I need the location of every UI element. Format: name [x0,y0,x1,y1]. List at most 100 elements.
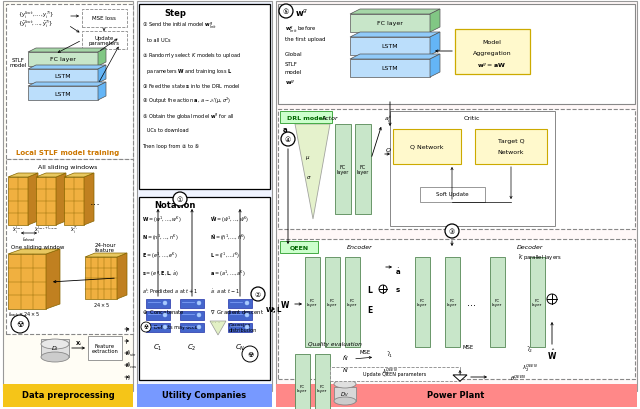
Ellipse shape [334,397,356,405]
Text: FC layer: FC layer [377,21,403,27]
Circle shape [279,5,293,19]
FancyBboxPatch shape [305,257,320,347]
FancyBboxPatch shape [28,53,98,67]
Text: $\mathbf{L}$: $\mathbf{L}$ [367,284,373,295]
Text: $l_{back}\times 24\times 5$: $l_{back}\times 24\times 5$ [8,310,40,319]
Text: $\hat{\mathbf{W}}$: $\hat{\mathbf{W}}$ [547,347,557,361]
Polygon shape [98,49,106,67]
Text: MSE: MSE [360,350,371,355]
Text: FC
layer: FC layer [297,384,307,392]
FancyBboxPatch shape [180,299,204,308]
FancyBboxPatch shape [455,30,530,75]
Text: FC
layer: FC layer [447,298,457,307]
Text: $D_V$: $D_V$ [340,390,349,398]
Polygon shape [8,249,60,254]
FancyBboxPatch shape [137,2,272,391]
Text: $\nabla$  Gradient descent: $\nabla$ Gradient descent [210,308,264,315]
Text: $\mathbf{a}$: $\mathbf{a}$ [282,126,288,134]
Circle shape [251,287,265,301]
Text: $\hat{I}$: $\hat{I}$ [125,336,129,346]
FancyBboxPatch shape [28,87,98,101]
Text: $C_1$: $C_1$ [153,342,163,352]
Polygon shape [36,173,66,178]
Text: DRL model: DRL model [287,115,325,120]
Polygon shape [117,254,127,299]
Text: $\mathbf{a}=(a^1,\ldots,a^K)$: $\mathbf{a}=(a^1,\ldots,a^K)$ [210,268,246,279]
Text: parameters $\mathbf{W}$ and training loss $\mathbf{L}$: parameters $\mathbf{W}$ and training los… [142,66,233,75]
Text: 24-hour
feature: 24-hour feature [94,242,116,253]
Text: Local STLF model training: Local STLF model training [17,150,120,155]
Text: $a_i^t$: $a_i^t$ [384,115,392,125]
Ellipse shape [41,352,69,362]
Text: FC
layer: FC layer [347,298,357,307]
FancyBboxPatch shape [475,130,547,164]
Text: Model: Model [483,40,501,45]
Text: Encoder: Encoder [347,245,373,250]
Text: FC
layer: FC layer [492,298,502,307]
Circle shape [141,322,151,332]
FancyBboxPatch shape [64,178,84,225]
Text: All sliding windows: All sliding windows [38,165,98,170]
Text: to all UCs: to all UCs [142,38,170,43]
Text: STLF
model: STLF model [10,57,27,68]
Polygon shape [46,249,60,309]
FancyBboxPatch shape [415,257,430,347]
Polygon shape [28,49,106,53]
FancyBboxPatch shape [280,241,318,254]
Text: Update
parameters: Update parameters [88,36,120,46]
Polygon shape [430,10,440,33]
Polygon shape [430,55,440,78]
FancyBboxPatch shape [41,339,69,357]
Text: $\dot{\mathbf{a}}$: $\dot{\mathbf{a}}$ [395,266,401,277]
Text: ④ Output the action $\mathbf{a}$, $a\sim\mathcal{N}(\mu,\sigma^2)$: ④ Output the action $\mathbf{a}$, $a\sim… [142,96,231,106]
FancyBboxPatch shape [278,239,635,379]
Text: FC
layer: FC layer [317,384,327,392]
Text: LSTM: LSTM [381,45,398,49]
Text: ① Send the initial model $\mathbf{w}^g_{Init}$: ① Send the initial model $\mathbf{w}^g_{… [142,21,217,31]
Text: $\hat{l}_2$: $\hat{l}_2$ [527,344,533,355]
FancyBboxPatch shape [8,178,28,225]
Text: Gaussian
distribution: Gaussian distribution [229,322,257,333]
FancyBboxPatch shape [139,198,270,380]
FancyBboxPatch shape [88,336,122,360]
Text: Utility Companies: Utility Companies [162,391,246,400]
Circle shape [197,301,201,305]
FancyBboxPatch shape [82,32,127,50]
Text: $\lambda_2^{QEEN}$: $\lambda_2^{QEEN}$ [522,362,538,373]
Text: Aggregation: Aggregation [473,52,511,56]
Text: $\mathbf{w}^g = \mathbf{aW}$: $\mathbf{w}^g = \mathbf{aW}$ [477,62,507,70]
Text: $\hat{\mathbf{W}}=(\hat{w}^1,\ldots,\hat{w}^K)$: $\hat{\mathbf{W}}=(\hat{w}^1,\ldots,\hat… [210,214,250,225]
Text: $\bar{x}_i^{l_{back}}$: $\bar{x}_i^{l_{back}}$ [12,224,24,235]
Circle shape [379,285,387,293]
Circle shape [163,313,167,317]
FancyBboxPatch shape [355,125,371,214]
FancyBboxPatch shape [445,257,460,347]
FancyBboxPatch shape [350,15,430,33]
FancyBboxPatch shape [530,257,545,347]
FancyBboxPatch shape [276,2,637,391]
Polygon shape [28,83,106,87]
Text: Soft Update: Soft Update [436,192,468,197]
Text: the first upload: the first upload [285,37,326,43]
Text: ...: ... [467,297,477,307]
FancyBboxPatch shape [276,384,637,407]
FancyBboxPatch shape [325,257,340,347]
Text: Feature
extraction: Feature extraction [92,343,118,353]
Text: $\mathbf{E}$: $\mathbf{E}$ [367,304,373,315]
Polygon shape [28,66,106,70]
FancyBboxPatch shape [85,257,117,299]
Circle shape [163,301,167,305]
FancyBboxPatch shape [278,5,635,105]
Text: ⑤ Obtain the global model $\mathbf{w}^g$ for all: ⑤ Obtain the global model $\mathbf{w}^g$… [142,111,235,121]
Text: $a^t$: Predicted $a$ at $t+1$: $a^t$: Predicted $a$ at $t+1$ [142,287,198,296]
Polygon shape [85,254,127,257]
FancyBboxPatch shape [490,257,505,347]
Text: $\hat{K}$ parallel layers: $\hat{K}$ parallel layers [518,252,562,263]
Circle shape [245,325,249,329]
Text: FC
layer: FC layer [327,298,337,307]
Text: $\hat{D}_{sin}$: $\hat{D}_{sin}$ [125,348,136,358]
FancyBboxPatch shape [3,2,133,391]
Text: MSE: MSE [463,345,474,350]
Polygon shape [210,321,226,335]
Text: ③: ③ [449,229,455,234]
